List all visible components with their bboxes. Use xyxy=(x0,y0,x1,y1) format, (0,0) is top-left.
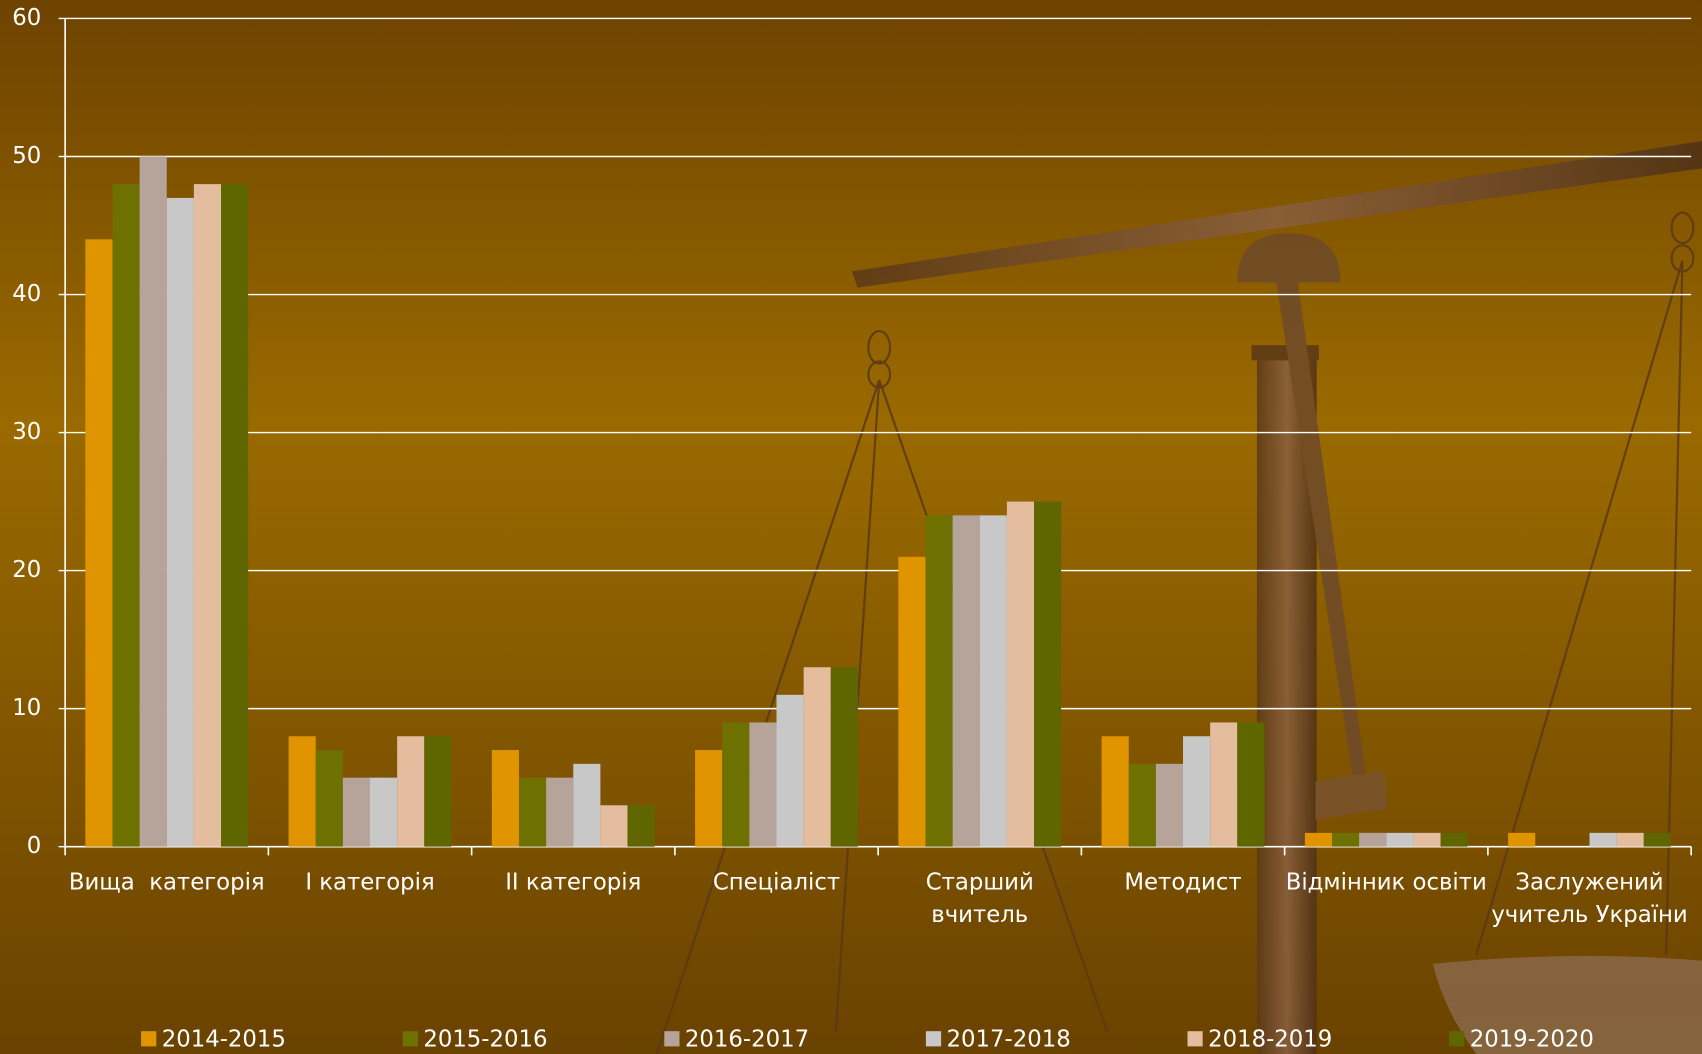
bar xyxy=(1034,502,1061,847)
bar xyxy=(600,805,627,846)
bar xyxy=(1156,764,1183,847)
y-tick-label: 50 xyxy=(12,143,41,169)
y-tick-label: 0 xyxy=(27,833,41,859)
bar xyxy=(628,805,655,846)
chart: 0 10 20 30 40 50 60 Вища категорія І категорія ІІ… xyxy=(0,0,1702,1054)
bar xyxy=(370,778,397,847)
x-tick-label: Спеціаліст xyxy=(713,869,840,895)
bar xyxy=(85,239,112,846)
bar xyxy=(1183,736,1210,846)
bar xyxy=(424,736,451,846)
x-tick-label: Вища категорія xyxy=(69,869,265,895)
legend-swatch xyxy=(926,1031,941,1046)
bar xyxy=(112,184,139,847)
bar xyxy=(573,764,600,847)
bar xyxy=(1210,722,1237,846)
legend-label: 2019-2020 xyxy=(1470,1026,1594,1052)
bar xyxy=(1007,502,1034,847)
legend-swatch xyxy=(1187,1031,1202,1046)
x-tick-label: І категорія xyxy=(305,869,434,895)
bar xyxy=(722,722,749,846)
bar xyxy=(1590,833,1617,847)
bar xyxy=(1508,833,1535,847)
legend-label: 2018-2019 xyxy=(1208,1026,1332,1052)
y-tick-label: 10 xyxy=(12,695,41,721)
bar xyxy=(140,156,167,846)
bar xyxy=(1413,833,1440,847)
bar xyxy=(1305,833,1332,847)
bar xyxy=(777,695,804,847)
bar xyxy=(953,515,980,846)
y-tick-label: 40 xyxy=(12,281,41,307)
x-tick-label: Відмінник освіти xyxy=(1286,869,1487,895)
bar xyxy=(1617,833,1644,847)
bar xyxy=(397,736,424,846)
bar xyxy=(831,667,858,846)
x-tick-label: ІІ категорія xyxy=(505,869,641,895)
bar xyxy=(1129,764,1156,847)
legend-swatch xyxy=(664,1031,679,1046)
bar xyxy=(1102,736,1129,846)
bar xyxy=(546,778,573,847)
legend-swatch xyxy=(403,1031,418,1046)
y-tick-label: 30 xyxy=(12,419,41,445)
legend-swatch xyxy=(1449,1031,1464,1046)
legend-swatch xyxy=(141,1031,156,1046)
bar xyxy=(343,778,370,847)
bar xyxy=(519,778,546,847)
background xyxy=(0,0,1702,1054)
x-tick-label: Методист xyxy=(1124,869,1241,895)
bar xyxy=(1237,722,1264,846)
legend-label: 2014-2015 xyxy=(162,1026,286,1052)
bar xyxy=(695,750,722,847)
bar xyxy=(492,750,519,847)
bar xyxy=(1332,833,1359,847)
bar xyxy=(316,750,343,847)
legend-label: 2017-2018 xyxy=(947,1026,1071,1052)
bar xyxy=(194,184,221,847)
legend-label: 2015-2016 xyxy=(423,1026,547,1052)
bar xyxy=(221,184,248,847)
bar xyxy=(167,198,194,847)
bar xyxy=(1359,833,1386,847)
bar xyxy=(1644,833,1671,847)
y-tick-label: 20 xyxy=(12,557,41,583)
bar xyxy=(804,667,831,846)
bar xyxy=(925,515,952,846)
bar xyxy=(898,557,925,847)
bar xyxy=(289,736,316,846)
y-tick-label: 60 xyxy=(12,5,41,31)
bar xyxy=(1441,833,1468,847)
bar xyxy=(980,515,1007,846)
bar xyxy=(1386,833,1413,847)
bar xyxy=(749,722,776,846)
legend-label: 2016-2017 xyxy=(685,1026,809,1052)
